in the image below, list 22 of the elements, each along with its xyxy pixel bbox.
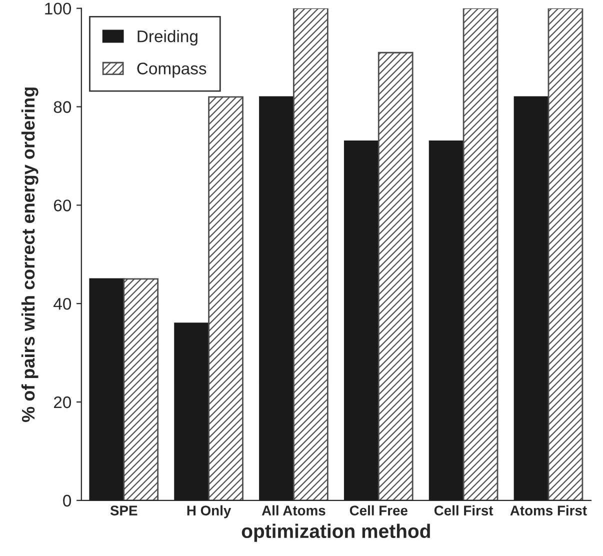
- x-tick-label: H Only: [187, 505, 232, 518]
- x-tick-label: SPE: [110, 506, 138, 516]
- x-tick-label: All Atoms: [262, 505, 326, 516]
- x-tick-label: Atoms First: [510, 505, 587, 516]
- bar: [123, 278, 159, 500]
- legend-label: Compass: [137, 62, 206, 78]
- y-tick-label: 0: [63, 494, 72, 507]
- bar: [293, 8, 328, 500]
- y-axis-title: % of pairs with correct energy ordering: [21, 88, 38, 422]
- bar: [208, 96, 244, 500]
- y-tick-label: 100: [45, 2, 72, 15]
- y-tick-label: 40: [54, 298, 72, 310]
- y-tick-label: 80: [54, 101, 72, 113]
- y-tick-label: 60: [54, 200, 72, 212]
- bar: [548, 8, 584, 500]
- bar: [378, 52, 414, 500]
- x-axis-title: optimization method: [242, 524, 430, 542]
- x-tick-label: Cell First: [434, 505, 494, 516]
- bar: [462, 8, 498, 500]
- y-tick-label: 20: [54, 396, 72, 408]
- x-tick-label: Cell Free: [350, 505, 408, 516]
- legend-label: Dreiding: [138, 30, 198, 46]
